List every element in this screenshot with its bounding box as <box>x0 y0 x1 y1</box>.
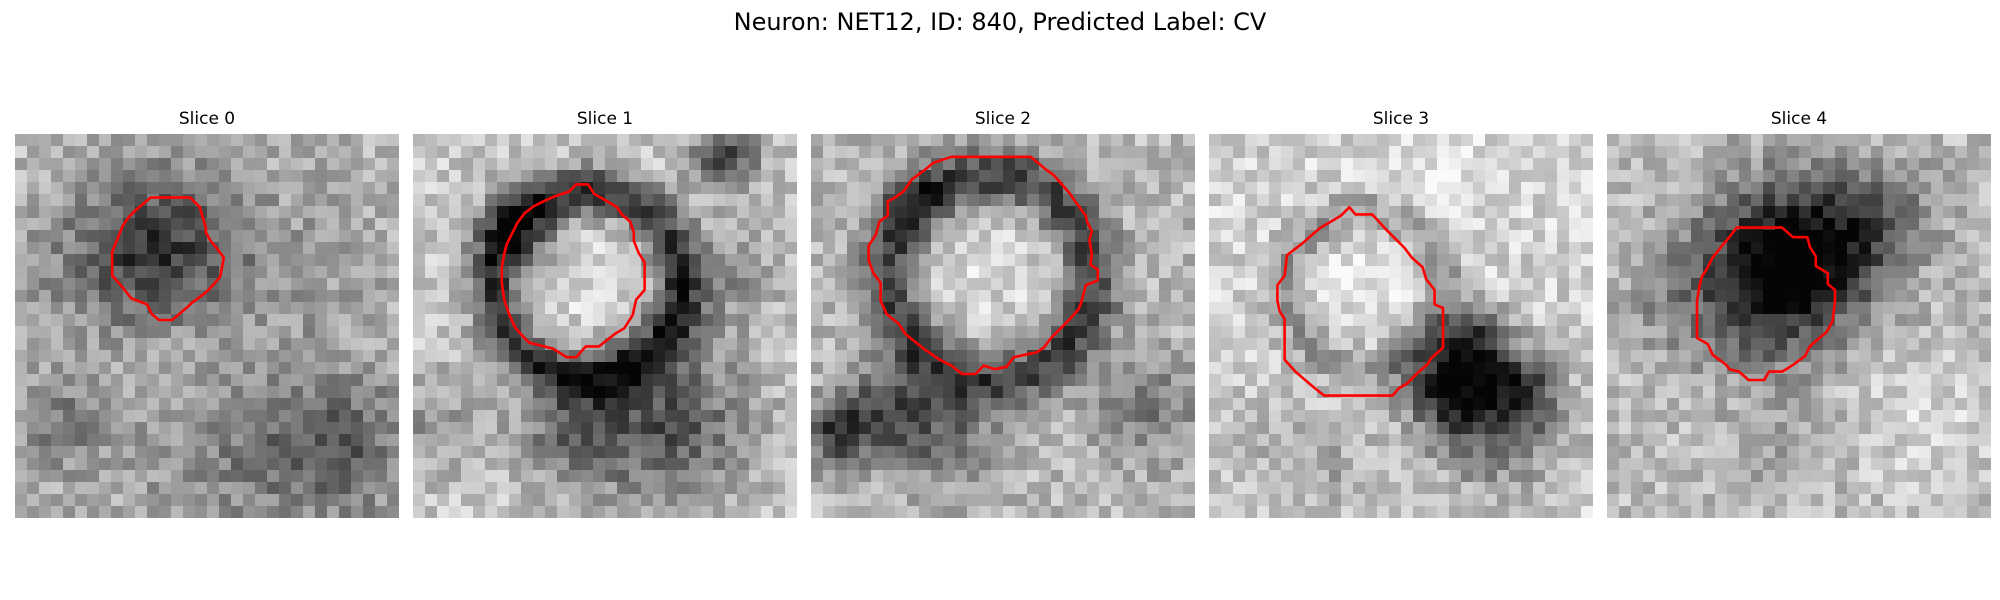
pixel-grid <box>811 134 1195 518</box>
slice-panel-1: Slice 1 <box>413 108 797 518</box>
slice-image <box>413 134 797 518</box>
pixel-grid <box>413 134 797 518</box>
slice-title: Slice 4 <box>1770 109 1828 129</box>
vesicle-contour <box>110 196 226 322</box>
slice-image <box>811 134 1195 518</box>
figure-title: Neuron: NET12, ID: 840, Predicted Label:… <box>733 8 1267 36</box>
pixel-grid <box>15 134 399 518</box>
vesicle-contour <box>500 183 646 359</box>
slice-panel-0: Slice 0 <box>15 108 399 518</box>
vesicle-contour <box>1695 226 1837 382</box>
slice-panel-4: Slice 4 <box>1607 108 1991 518</box>
slice-image <box>1209 134 1593 518</box>
slice-panel-3: Slice 3 <box>1209 108 1593 518</box>
pixel-grid <box>1209 134 1593 518</box>
slice-title: Slice 1 <box>576 109 634 129</box>
slice-image <box>15 134 399 518</box>
slice-panel-2: Slice 2 <box>811 108 1195 518</box>
slice-title: Slice 0 <box>178 109 236 129</box>
vesicle-contour <box>867 155 1100 376</box>
pixel-grid <box>1607 134 1991 518</box>
vesicle-contour <box>1276 205 1445 397</box>
slice-title: Slice 3 <box>1372 109 1430 129</box>
slice-title: Slice 2 <box>974 109 1032 129</box>
slice-image <box>1607 134 1991 518</box>
